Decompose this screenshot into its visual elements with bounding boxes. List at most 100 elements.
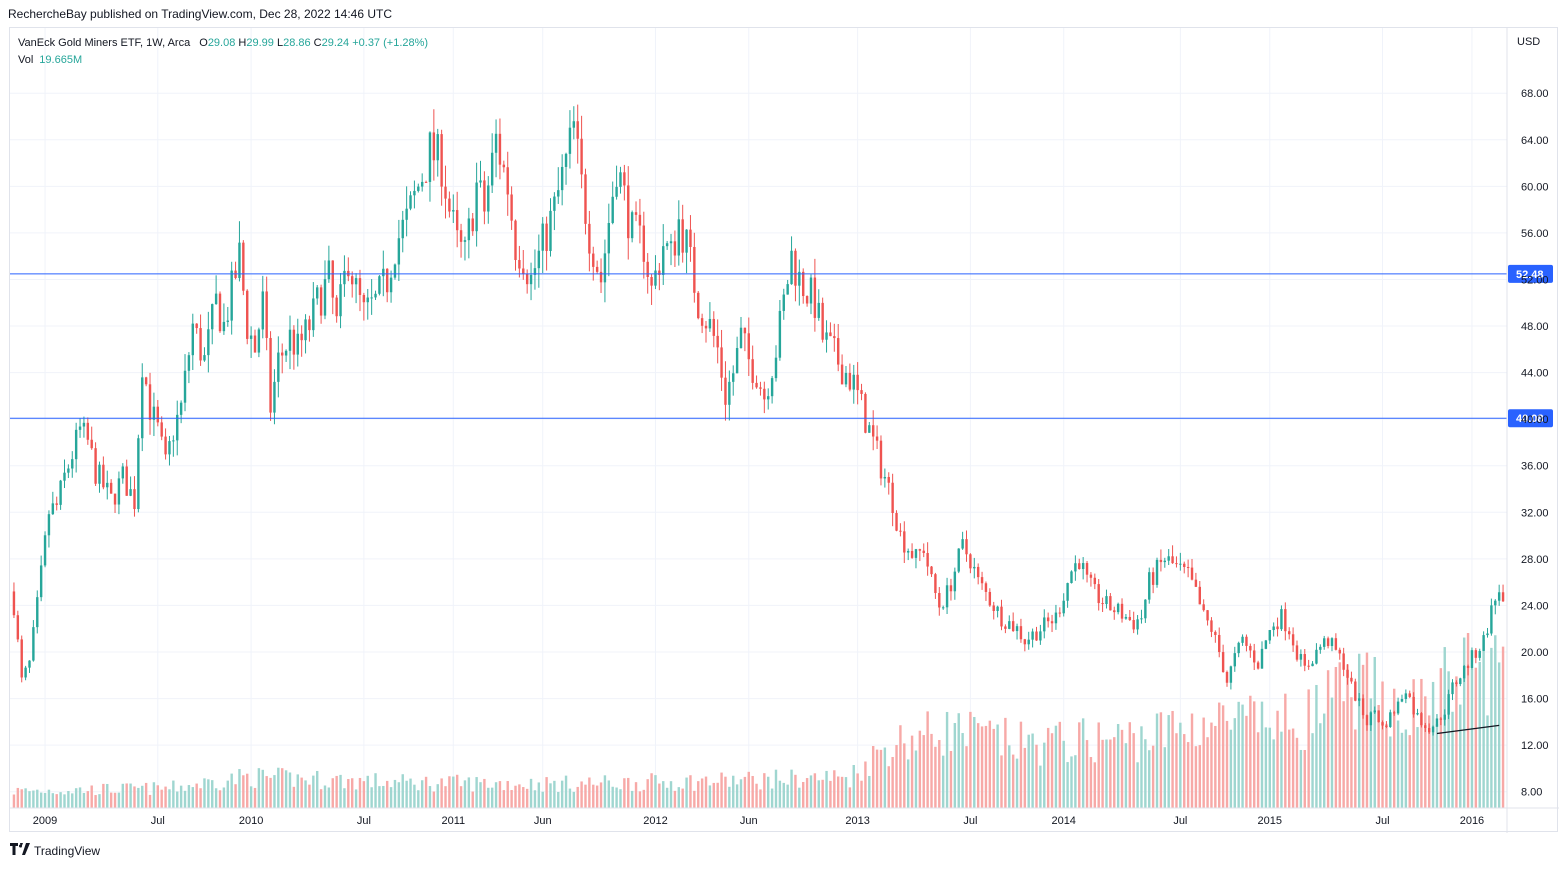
volume-bar bbox=[366, 775, 369, 808]
volume-bar bbox=[1081, 718, 1085, 808]
candle-body bbox=[728, 381, 731, 405]
volume-bar bbox=[1039, 765, 1042, 808]
volume-bar bbox=[16, 787, 20, 808]
volume-bar bbox=[36, 789, 39, 808]
volume-bar bbox=[1474, 667, 1478, 808]
candle-body bbox=[922, 550, 925, 554]
candle-body bbox=[483, 180, 486, 212]
candle-body bbox=[1023, 639, 1027, 645]
candle-body bbox=[288, 329, 292, 351]
volume-bar bbox=[319, 789, 323, 808]
candle-body bbox=[910, 550, 914, 558]
volume-bar bbox=[646, 779, 649, 808]
candle-body bbox=[43, 535, 47, 566]
candle-body bbox=[195, 323, 198, 329]
volume-bar bbox=[728, 786, 731, 808]
candle-body bbox=[669, 241, 673, 244]
candle-body bbox=[1385, 725, 1388, 727]
candle-body bbox=[397, 238, 401, 265]
candle-body bbox=[1291, 634, 1295, 646]
volume-bar bbox=[296, 774, 299, 808]
x-tick-label: Jun bbox=[740, 815, 758, 827]
volume-bar bbox=[953, 722, 957, 808]
volume-bar bbox=[490, 787, 494, 808]
volume-bar bbox=[1381, 681, 1384, 808]
candle-body bbox=[1357, 698, 1361, 701]
volume-bar bbox=[483, 778, 486, 808]
candle-body bbox=[794, 250, 797, 286]
candle-body bbox=[697, 292, 700, 319]
volume-bar bbox=[930, 733, 933, 808]
candle-body bbox=[751, 359, 754, 383]
candle-body bbox=[230, 270, 233, 321]
candle-body bbox=[428, 132, 432, 182]
candle-body bbox=[549, 210, 552, 252]
candle-body bbox=[595, 266, 599, 272]
volume-bar bbox=[420, 780, 424, 808]
candle-body bbox=[1078, 563, 1081, 570]
candle-body bbox=[440, 134, 443, 187]
volume-bar bbox=[1109, 739, 1112, 808]
volume-bar bbox=[802, 781, 805, 808]
candle-body bbox=[844, 372, 848, 385]
volume-bar bbox=[257, 768, 261, 808]
candle-body bbox=[226, 320, 229, 322]
candle-body bbox=[1186, 566, 1190, 568]
candle-body bbox=[813, 277, 817, 318]
volume-bar bbox=[813, 773, 817, 808]
candle-body bbox=[339, 284, 342, 317]
candle-body bbox=[868, 425, 871, 433]
candle-body bbox=[222, 321, 226, 332]
candle-body bbox=[1027, 639, 1030, 645]
candle-body bbox=[693, 246, 696, 293]
candle-body bbox=[125, 466, 128, 496]
volume-bar bbox=[1303, 750, 1306, 808]
candle-body bbox=[479, 180, 482, 183]
candle-body bbox=[71, 459, 74, 469]
price-chart[interactable]: 52.48 40.08 68.00 64.00 60.00 56.00 52.00 48.00… bbox=[10, 28, 1559, 833]
candle-body bbox=[557, 190, 560, 197]
volume-bar bbox=[926, 711, 929, 808]
candle-body bbox=[405, 208, 408, 220]
volume-bar bbox=[658, 783, 661, 808]
volume-bar bbox=[1478, 661, 1481, 808]
candle-body bbox=[1151, 572, 1155, 585]
volume-bar bbox=[350, 778, 354, 808]
footer: TradingView bbox=[10, 843, 100, 858]
candle-body bbox=[1303, 654, 1306, 666]
candle-body bbox=[32, 627, 35, 661]
volume-bar bbox=[358, 777, 362, 808]
volume-bar bbox=[409, 778, 412, 808]
volume-bar bbox=[226, 780, 229, 808]
volume-bar bbox=[1113, 737, 1116, 808]
candle-body bbox=[12, 591, 16, 616]
volume-bar bbox=[74, 788, 78, 808]
volume-bar bbox=[199, 788, 202, 808]
volume-bar bbox=[961, 733, 964, 808]
volume-bar bbox=[1008, 745, 1011, 808]
candle-body bbox=[1109, 596, 1112, 611]
volume-bar bbox=[47, 789, 51, 808]
volume-bar bbox=[1124, 743, 1128, 808]
candle-body bbox=[1128, 616, 1132, 621]
volume-bar bbox=[183, 790, 187, 808]
volume-bar bbox=[910, 735, 914, 808]
candle-body bbox=[829, 332, 832, 337]
volume-bar bbox=[553, 780, 556, 808]
volume-bar bbox=[164, 786, 167, 808]
candle-body bbox=[1381, 722, 1384, 726]
volume-bar bbox=[1482, 639, 1485, 808]
chart-frame[interactable]: 52.48 40.08 68.00 64.00 60.00 56.00 52.00 48.00… bbox=[9, 27, 1559, 833]
candle-body bbox=[1218, 634, 1221, 653]
y-tick-label: 44.00 bbox=[1521, 368, 1549, 380]
volume-bar bbox=[1256, 732, 1260, 808]
candle-body bbox=[354, 278, 358, 285]
candle-body bbox=[281, 352, 284, 356]
candle-body bbox=[949, 585, 953, 592]
volume-bar bbox=[63, 794, 66, 808]
volume-bar bbox=[1019, 721, 1023, 808]
candle-body bbox=[930, 566, 933, 575]
candle-body bbox=[1105, 596, 1108, 605]
candle-body bbox=[1443, 714, 1446, 720]
volume-bar bbox=[712, 782, 715, 808]
